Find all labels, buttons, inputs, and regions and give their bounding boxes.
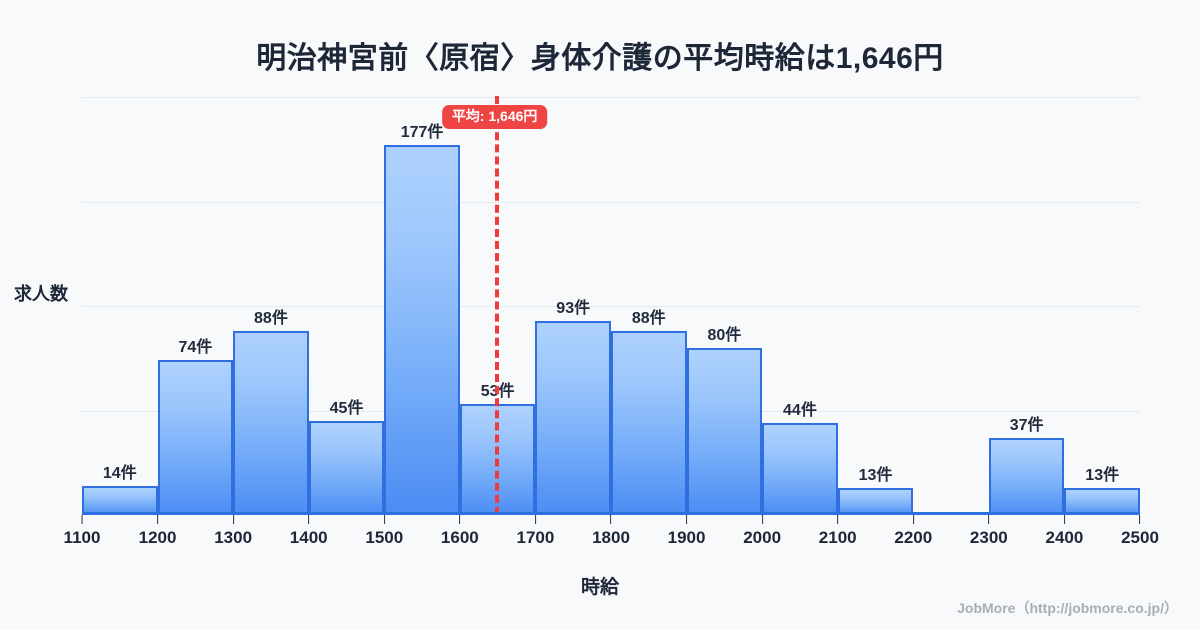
- bar-value-label: 13件: [1085, 466, 1120, 484]
- x-axis-tick: 2000: [743, 515, 781, 548]
- tick-mark: [912, 515, 914, 524]
- bar[interactable]: 88件: [611, 310, 687, 515]
- bar[interactable]: 93件: [535, 300, 611, 515]
- bar[interactable]: 44件: [762, 402, 838, 515]
- bar-value-label: 37件: [1009, 416, 1044, 434]
- tick-label: 1400: [289, 528, 328, 547]
- tick-label: 1900: [667, 528, 706, 547]
- x-axis-tick: 2500: [1121, 515, 1159, 548]
- tick-label: 1800: [592, 528, 630, 547]
- tick-label: 1600: [440, 528, 479, 547]
- average-line: [494, 96, 499, 515]
- x-axis-tick: 1800: [592, 515, 630, 548]
- bar[interactable]: 80件: [686, 327, 763, 515]
- x-axis-tick: 2200: [894, 515, 932, 548]
- tick-label: 2300: [969, 528, 1008, 547]
- bar-series: 14件 74件 88件 45件 177件 53件 93件 88件 80件 44件 13件 37件 13件: [82, 97, 1140, 515]
- tick-label: 2400: [1045, 528, 1084, 547]
- x-axis-tick: 1600: [441, 515, 479, 548]
- tick-mark: [1139, 515, 1141, 524]
- bar-value-label: 14件: [102, 464, 137, 482]
- tick-label: 1200: [138, 528, 177, 547]
- x-axis-title: 時給: [580, 577, 619, 598]
- bar-value-label: 13件: [858, 466, 893, 484]
- x-axis-tick: 1300: [214, 515, 252, 548]
- tick-label: 2000: [743, 528, 782, 547]
- bar[interactable]: 88件: [233, 310, 309, 515]
- bar-value-label: 74件: [178, 339, 213, 357]
- x-axis-tick: 2300: [970, 515, 1008, 548]
- bar-value-label: 45件: [329, 399, 364, 417]
- tick-label: 1500: [365, 528, 404, 547]
- tick-mark: [81, 515, 83, 524]
- x-axis-tick: 2400: [1045, 515, 1084, 548]
- tick-mark: [459, 515, 461, 524]
- gridline: [82, 201, 1140, 203]
- tick-mark: [837, 515, 839, 524]
- source-credit: JobMore（http://jobmore.co.jp/）: [957, 600, 1178, 616]
- tick-label: 2100: [818, 528, 857, 547]
- x-axis-tick: 1500: [365, 515, 403, 548]
- bar-value-label: 93件: [556, 299, 591, 317]
- x-axis-baseline: [82, 512, 1140, 515]
- tick-mark: [1063, 515, 1065, 524]
- bar[interactable]: 13件: [1064, 467, 1140, 515]
- tick-label: 1700: [516, 528, 555, 547]
- bar-value-label: 44件: [783, 402, 817, 420]
- tick-mark: [308, 515, 310, 524]
- tick-label: 1300: [214, 528, 253, 547]
- tick-mark: [988, 515, 990, 524]
- bar[interactable]: 13件: [837, 467, 914, 515]
- tick-mark: [534, 515, 536, 524]
- bar-value-label: 88件: [631, 310, 666, 328]
- bar[interactable]: 45件: [308, 400, 385, 515]
- bar[interactable]: 74件: [157, 339, 234, 515]
- tick-mark: [761, 515, 763, 524]
- x-axis-ticks: 1100 1200 1300 1400 1500 1600 1700 1800 1900 2000…: [64, 515, 1159, 555]
- y-axis-title: 求人数: [14, 284, 68, 304]
- tick-mark: [232, 515, 234, 524]
- x-axis-tick: 1400: [290, 515, 328, 548]
- bar[interactable]: 14件: [82, 465, 158, 515]
- tick-mark: [383, 515, 385, 524]
- x-axis-tick: 1100: [63, 515, 101, 548]
- tick-label: 2200: [894, 528, 933, 547]
- x-axis-tick: 1200: [138, 515, 177, 548]
- average-badge: 平均: 1,646円: [441, 105, 548, 130]
- x-axis-tick: 1700: [516, 515, 555, 548]
- tick-mark: [157, 515, 159, 524]
- bar[interactable]: 177件: [384, 124, 460, 515]
- tick-label: 1100: [63, 528, 101, 547]
- gridline: [82, 306, 1140, 307]
- plot-area: 14件 74件 88件 45件 177件 53件 93件 88件 80件 44件 13件 37件 13件: [82, 96, 1140, 515]
- tick-mark: [686, 515, 688, 524]
- gridline: [82, 97, 1140, 98]
- tick-label: 2500: [1121, 528, 1159, 547]
- page-title: 明治神宮前〈原宿〉身体介護の平均時給は1,646円: [256, 42, 944, 75]
- bar[interactable]: 37件: [988, 417, 1065, 515]
- x-axis-tick: 2100: [819, 515, 857, 548]
- x-axis-tick: 1900: [667, 515, 706, 548]
- bar-value-label: 88件: [254, 310, 288, 328]
- bar-value-label: 177件: [400, 124, 444, 142]
- bar-value-label: 80件: [707, 326, 742, 344]
- tick-mark: [610, 515, 612, 524]
